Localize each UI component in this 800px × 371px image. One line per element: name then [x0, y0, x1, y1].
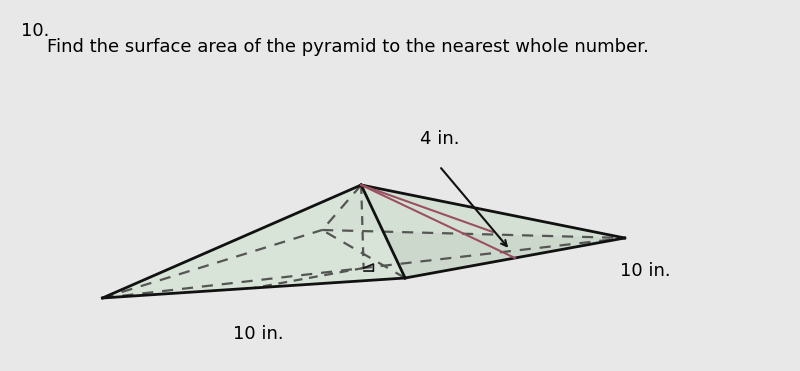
- Text: 10 in.: 10 in.: [620, 262, 670, 280]
- Text: 10 in.: 10 in.: [234, 325, 284, 343]
- Polygon shape: [361, 185, 625, 278]
- Polygon shape: [322, 185, 625, 238]
- Polygon shape: [102, 185, 361, 298]
- Text: 4 in.: 4 in.: [419, 130, 459, 148]
- Text: Find the surface area of the pyramid to the nearest whole number.: Find the surface area of the pyramid to …: [47, 38, 649, 56]
- Polygon shape: [102, 185, 405, 298]
- Text: 10.: 10.: [22, 22, 50, 40]
